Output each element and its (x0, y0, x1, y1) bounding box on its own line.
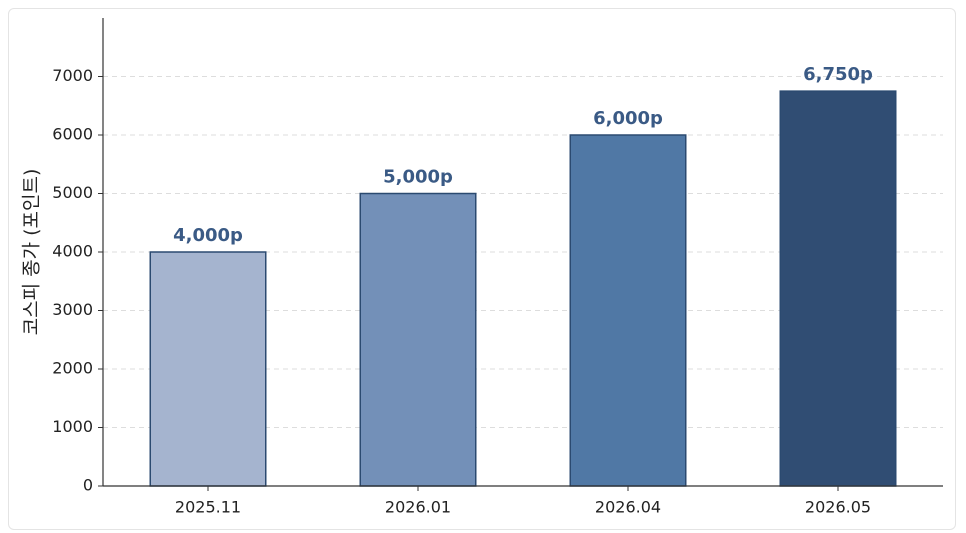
x-tick-label: 2026.05 (805, 498, 871, 517)
y-axis-label: 코스피 종가 (포인트) (21, 169, 43, 336)
bar (359, 192, 477, 487)
value-label: 6,000p (593, 108, 663, 129)
x-tick-label: 2026.01 (385, 498, 451, 517)
value-label: 6,750p (803, 64, 873, 85)
y-tick-label: 6000 (52, 125, 93, 144)
value-label: 5,000p (383, 167, 453, 188)
chart-frame (8, 8, 956, 530)
y-tick-label: 2000 (52, 359, 93, 378)
x-tick-label: 2026.04 (595, 498, 661, 517)
value-label: 4,000p (173, 225, 243, 246)
bar (779, 90, 897, 487)
y-tick-label: 7000 (52, 66, 93, 85)
y-tick-label: 1000 (52, 417, 93, 436)
y-tick-label: 0 (83, 476, 93, 495)
y-tick-label: 3000 (52, 300, 93, 319)
bar (149, 251, 267, 487)
y-tick-label: 5000 (52, 183, 93, 202)
x-tick-label: 2025.11 (175, 498, 241, 517)
bar (569, 134, 687, 487)
y-tick-label: 4000 (52, 242, 93, 261)
